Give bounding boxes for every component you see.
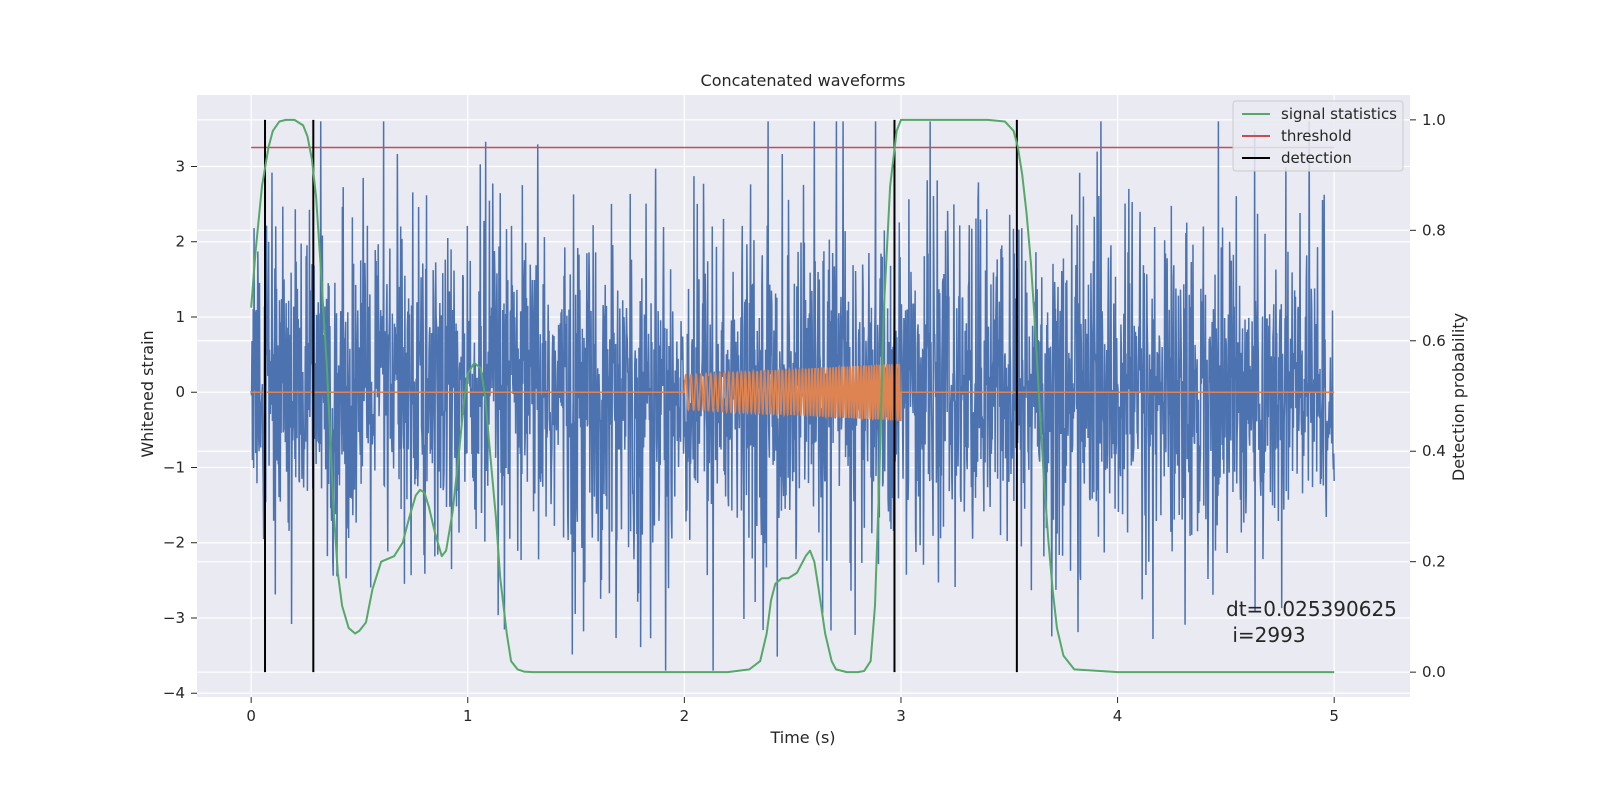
- chart-title: Concatenated waveforms: [701, 71, 906, 90]
- signal-statistics-line: [250, 118, 1335, 674]
- y-tick-label: −2: [163, 534, 185, 552]
- x-axis-label: Time (s): [769, 728, 835, 747]
- annotation-dt: dt=0.025390625: [1226, 597, 1397, 621]
- y2-tick-label: 0.0: [1422, 663, 1446, 681]
- legend: signal statistics threshold detection: [1232, 100, 1404, 172]
- chirp-series: [251, 363, 1335, 422]
- legend-label-detection: detection: [1281, 149, 1352, 167]
- y-tick-label: −1: [163, 458, 185, 476]
- y2-tick-label: 0.4: [1422, 442, 1446, 460]
- y-tick-label: 2: [175, 233, 185, 251]
- y2-tick-label: 0.6: [1422, 332, 1446, 350]
- x-tick-label: 5: [1329, 707, 1339, 725]
- y-tick-label: 0: [175, 383, 185, 401]
- y-tick-label: −4: [163, 684, 185, 702]
- x-tick-label: 0: [246, 707, 256, 725]
- chirp-line: [251, 363, 1335, 422]
- y-tick-label: −3: [163, 609, 185, 627]
- y-tick-label: 1: [175, 308, 185, 326]
- x-tick-label: 3: [896, 707, 906, 725]
- legend-label-threshold: threshold: [1281, 127, 1352, 145]
- probability-series: [250, 118, 1335, 674]
- x-tick-label: 4: [1113, 707, 1123, 725]
- strain-line: [250, 121, 1335, 671]
- y2-axis-label: Detection probability: [1449, 313, 1468, 481]
- x-tick-label: 2: [680, 707, 690, 725]
- y2-tick-label: 0.2: [1422, 553, 1446, 571]
- y-axis-label: Whitened strain: [138, 330, 157, 457]
- legend-box: [1232, 100, 1404, 172]
- y-tick-label: 3: [175, 157, 185, 175]
- annotation-index: i=2993: [1226, 623, 1306, 647]
- y2-tick-label: 0.8: [1422, 221, 1446, 239]
- y2-tick-label: 1.0: [1422, 111, 1446, 129]
- legend-label-signal-statistics: signal statistics: [1281, 105, 1397, 123]
- strain-series: [250, 121, 1335, 671]
- x-tick-label: 1: [463, 707, 473, 725]
- axes-ticks: 0 1 2 3 4 5 −4 −3 −2 −1 0 1 2 3 0.0 0.2 0.4 0.6 0.8 1.0: [163, 111, 1446, 725]
